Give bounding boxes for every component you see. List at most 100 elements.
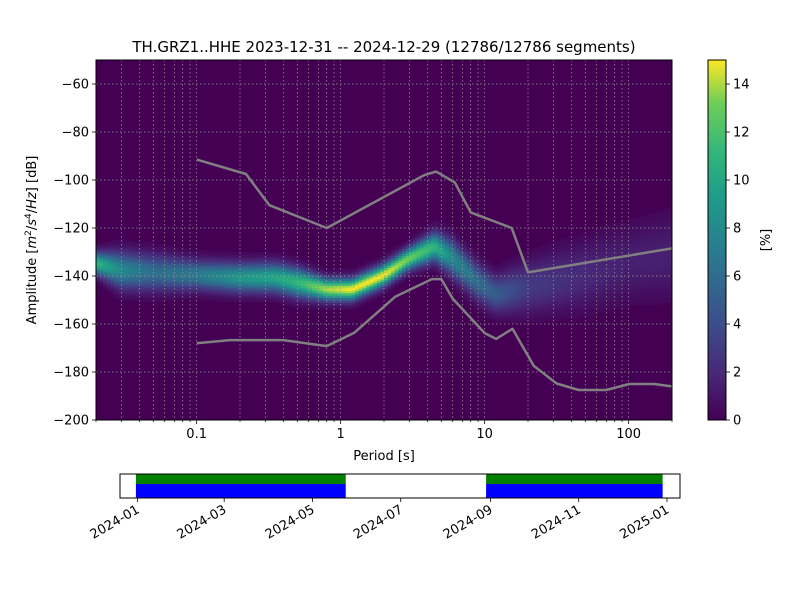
heatmap-cell — [286, 293, 291, 297]
heatmap-cell — [110, 268, 115, 271]
heatmap-cell — [657, 223, 662, 226]
heatmap-cell — [240, 290, 244, 294]
heatmap-cell — [268, 254, 273, 258]
heatmap-cell — [592, 243, 597, 247]
heatmap-cell — [553, 286, 558, 290]
heatmap-cell — [466, 279, 471, 282]
heatmap-cell — [470, 246, 475, 250]
heatmap-cell — [333, 285, 338, 289]
heatmap-cell — [110, 285, 115, 288]
heatmap-cell — [211, 255, 216, 259]
heatmap-cell — [589, 234, 594, 238]
heatmap-cell — [290, 262, 295, 266]
heatmap-cell — [218, 277, 223, 281]
heatmap-cell — [592, 313, 597, 317]
heatmap-cell — [470, 268, 475, 271]
heatmap-cell — [531, 273, 536, 277]
heatmap-cell — [495, 300, 500, 304]
heatmap-cell — [236, 299, 241, 303]
heatmap-cell — [186, 264, 190, 268]
heatmap-cell — [405, 270, 410, 273]
heatmap-cell — [567, 239, 572, 243]
heatmap-cell — [628, 271, 633, 274]
heatmap-cell — [463, 254, 468, 257]
heatmap-cell — [657, 295, 662, 298]
heatmap-cell — [481, 312, 486, 316]
heatmap-cell — [232, 280, 237, 284]
heatmap-cell — [492, 264, 496, 268]
heatmap-cell — [463, 297, 468, 301]
heatmap-cell — [358, 296, 363, 299]
heatmap-cell — [517, 278, 522, 282]
heatmap-cell — [132, 245, 136, 249]
heatmap-cell — [178, 248, 183, 252]
heatmap-cell — [510, 296, 514, 300]
heatmap-cell — [643, 288, 648, 291]
heatmap-cell — [276, 252, 280, 256]
heatmap-cell — [643, 256, 648, 260]
heatmap-cell — [549, 300, 554, 304]
heatmap-cell — [582, 283, 586, 286]
heatmap-cell — [326, 280, 331, 284]
heatmap-cell — [261, 271, 266, 274]
colorbar-tick-label: 14 — [733, 78, 750, 93]
heatmap-cell — [178, 265, 183, 269]
heatmap-cell — [636, 271, 640, 274]
heatmap-cell — [171, 290, 176, 294]
heatmap-cell — [477, 281, 482, 285]
heatmap-cell — [567, 313, 572, 317]
heatmap-cell — [456, 259, 460, 263]
heatmap-cell — [542, 317, 547, 321]
heatmap-cell — [135, 262, 140, 266]
heatmap-cell — [243, 276, 248, 279]
heatmap-cell — [351, 275, 356, 279]
heatmap-cell — [510, 267, 514, 271]
heatmap-cell — [600, 264, 604, 268]
heatmap-cell — [121, 271, 126, 275]
heatmap-cell — [614, 291, 619, 295]
heatmap-cell — [654, 232, 658, 236]
heatmap-cell — [477, 264, 482, 268]
heatmap-cell — [304, 276, 309, 279]
heatmap-cell — [578, 275, 583, 279]
heatmap-cell — [513, 294, 518, 298]
heatmap-cell — [664, 211, 669, 214]
heatmap-cell — [546, 284, 550, 287]
heatmap-cell — [589, 287, 594, 291]
heatmap-cell — [564, 246, 568, 250]
heatmap-cell — [369, 262, 374, 266]
heatmap-cell — [578, 237, 583, 241]
heatmap-cell — [646, 256, 651, 260]
heatmap-cell — [664, 232, 669, 236]
heatmap-cell — [589, 280, 594, 283]
heatmap-cell — [322, 290, 327, 294]
heatmap-cell — [362, 284, 367, 288]
heatmap-cell — [261, 300, 266, 303]
heatmap-cell — [556, 301, 561, 305]
heatmap-cell — [106, 284, 111, 288]
heatmap-cell — [384, 255, 388, 259]
heatmap-cell — [200, 271, 205, 275]
heatmap-cell — [628, 268, 633, 272]
heatmap-cell — [254, 290, 259, 294]
heatmap-cell — [196, 288, 201, 291]
heatmap-cell — [196, 283, 201, 287]
heatmap-cell — [168, 245, 172, 249]
heatmap-cell — [650, 218, 655, 222]
heatmap-cell — [279, 298, 284, 302]
heatmap-cell — [459, 269, 464, 273]
heatmap-cell — [114, 276, 118, 279]
heatmap-cell — [427, 229, 432, 232]
heatmap-cell — [664, 223, 669, 226]
heatmap-cell — [600, 286, 604, 289]
heatmap-cell — [506, 276, 511, 280]
heatmap-cell — [222, 251, 226, 254]
heatmap-cell — [121, 278, 126, 282]
heatmap-cell — [448, 261, 453, 265]
heatmap-cell — [524, 297, 529, 300]
heatmap-cell — [564, 299, 568, 302]
heatmap-cell — [117, 293, 122, 297]
heatmap-cell — [571, 280, 576, 284]
heatmap-cell — [157, 280, 162, 283]
heatmap-cell — [384, 282, 388, 285]
